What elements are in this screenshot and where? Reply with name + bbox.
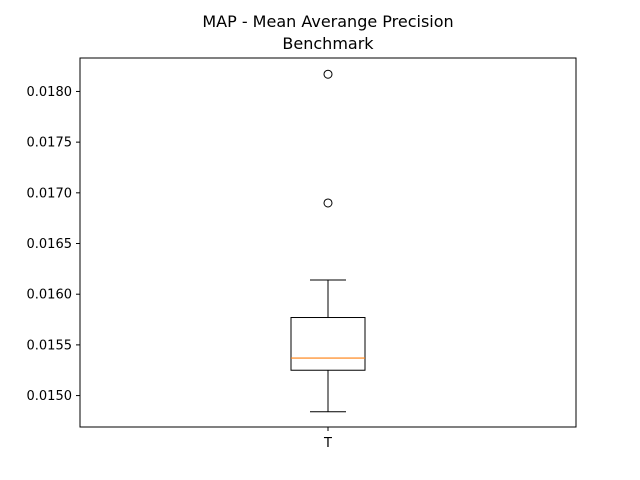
- y-tick-label: 0.0175: [27, 136, 73, 151]
- y-tick-label: 0.0155: [27, 338, 73, 353]
- outlier-point: [323, 198, 333, 208]
- y-tick-label: 0.0165: [27, 237, 73, 252]
- y-axis: 0.0150 0.0155 0.0160 0.0165 0.0170 0.0175 0.01…: [27, 85, 80, 404]
- y-tick-label: 0.0180: [27, 85, 73, 100]
- outlier-point: [323, 69, 333, 79]
- y-tick-label: 0.0170: [27, 186, 73, 201]
- y-tick-label: 0.0150: [27, 389, 73, 404]
- box-iqr: [290, 317, 366, 371]
- x-axis: T: [323, 427, 332, 451]
- chart-title-line-2: Benchmark: [282, 34, 374, 53]
- box-series: [290, 69, 366, 413]
- chart-title-line-1: MAP - Mean Averange Precision: [202, 12, 453, 31]
- y-tick-label: 0.0160: [27, 288, 73, 303]
- x-tick-label: T: [323, 436, 332, 451]
- plot-frame: [79, 57, 577, 428]
